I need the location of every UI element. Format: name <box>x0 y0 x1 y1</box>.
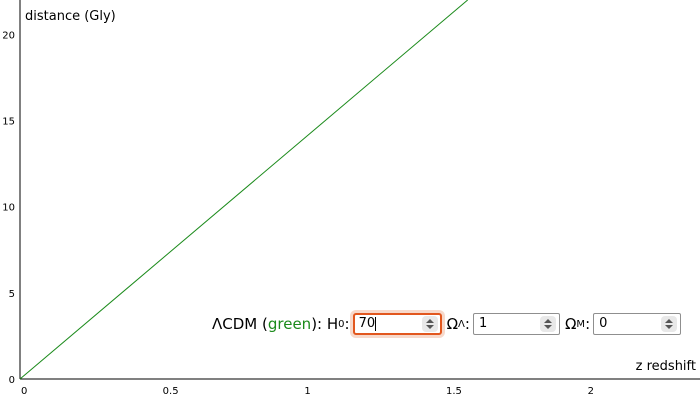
series-layer <box>19 0 468 380</box>
x-axis-title: z redshift <box>636 359 696 374</box>
spin-up-icon[interactable] <box>425 319 434 323</box>
spin-up-icon[interactable] <box>665 319 674 323</box>
h0-label: ): H <box>311 315 339 333</box>
spin-down-icon[interactable] <box>543 325 552 329</box>
h0-value: 70 <box>358 316 376 331</box>
y-tick-label: 5 <box>9 289 15 300</box>
y-tick-label: 15 <box>2 117 15 128</box>
spin-down-icon[interactable] <box>665 325 674 329</box>
omega-m-spinner[interactable] <box>661 316 678 332</box>
omega-lambda-colon: : <box>464 315 470 333</box>
h0-input[interactable]: 70 <box>352 313 442 335</box>
omega-m-input[interactable]: 0 <box>593 313 682 335</box>
y-axis-title: distance (Gly) <box>25 9 116 24</box>
h0-subscript: 0 <box>338 318 345 330</box>
x-tick-label: 0.5 <box>163 386 179 397</box>
x-tick-label: 1.5 <box>446 386 462 397</box>
text-caret <box>374 317 376 331</box>
y-tick-label: 10 <box>2 203 15 214</box>
omega-m-symbol: Ω <box>564 315 577 333</box>
x-tick-label: 1 <box>304 386 310 397</box>
omega-m-subscript: M <box>576 318 586 330</box>
model-label: ΛCDM ( <box>212 315 268 333</box>
omega-lambda-symbol: Ω <box>446 315 459 333</box>
axes <box>19 0 700 380</box>
model-color-word: green <box>267 315 312 333</box>
x-tick-label: 2 <box>588 386 594 397</box>
omega-m-value: 0 <box>599 316 608 331</box>
omega-m-colon: : <box>585 315 591 333</box>
spin-down-icon[interactable] <box>425 325 434 329</box>
h0-colon: : <box>344 315 350 333</box>
omega-lambda-input[interactable]: 1 <box>472 313 560 335</box>
spin-up-icon[interactable] <box>543 319 552 323</box>
omega-lambda-spinner[interactable] <box>539 316 556 332</box>
x-tick-label: 0 <box>21 386 27 397</box>
y-tick-label: 20 <box>2 30 15 41</box>
h0-spinner[interactable] <box>421 316 438 332</box>
series-line <box>19 0 468 380</box>
y-tick-label: 0 <box>9 375 15 386</box>
omega-lambda-subscript: Λ <box>458 318 465 330</box>
omega-lambda-value: 1 <box>478 316 488 331</box>
